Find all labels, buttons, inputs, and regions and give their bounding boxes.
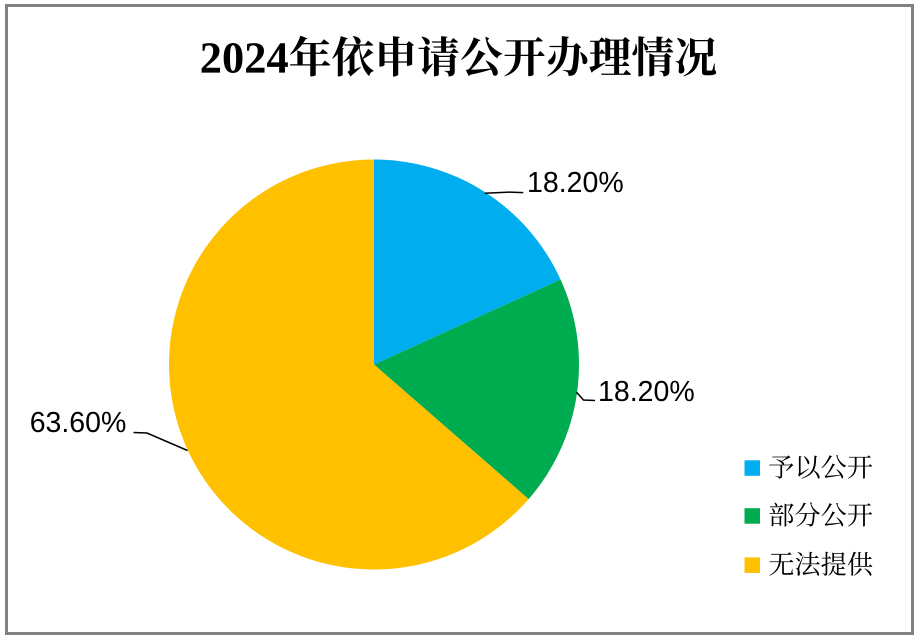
svg-text:63.60%: 63.60% xyxy=(30,407,127,439)
svg-text:18.20%: 18.20% xyxy=(598,376,695,408)
svg-text:18.20%: 18.20% xyxy=(527,167,624,199)
